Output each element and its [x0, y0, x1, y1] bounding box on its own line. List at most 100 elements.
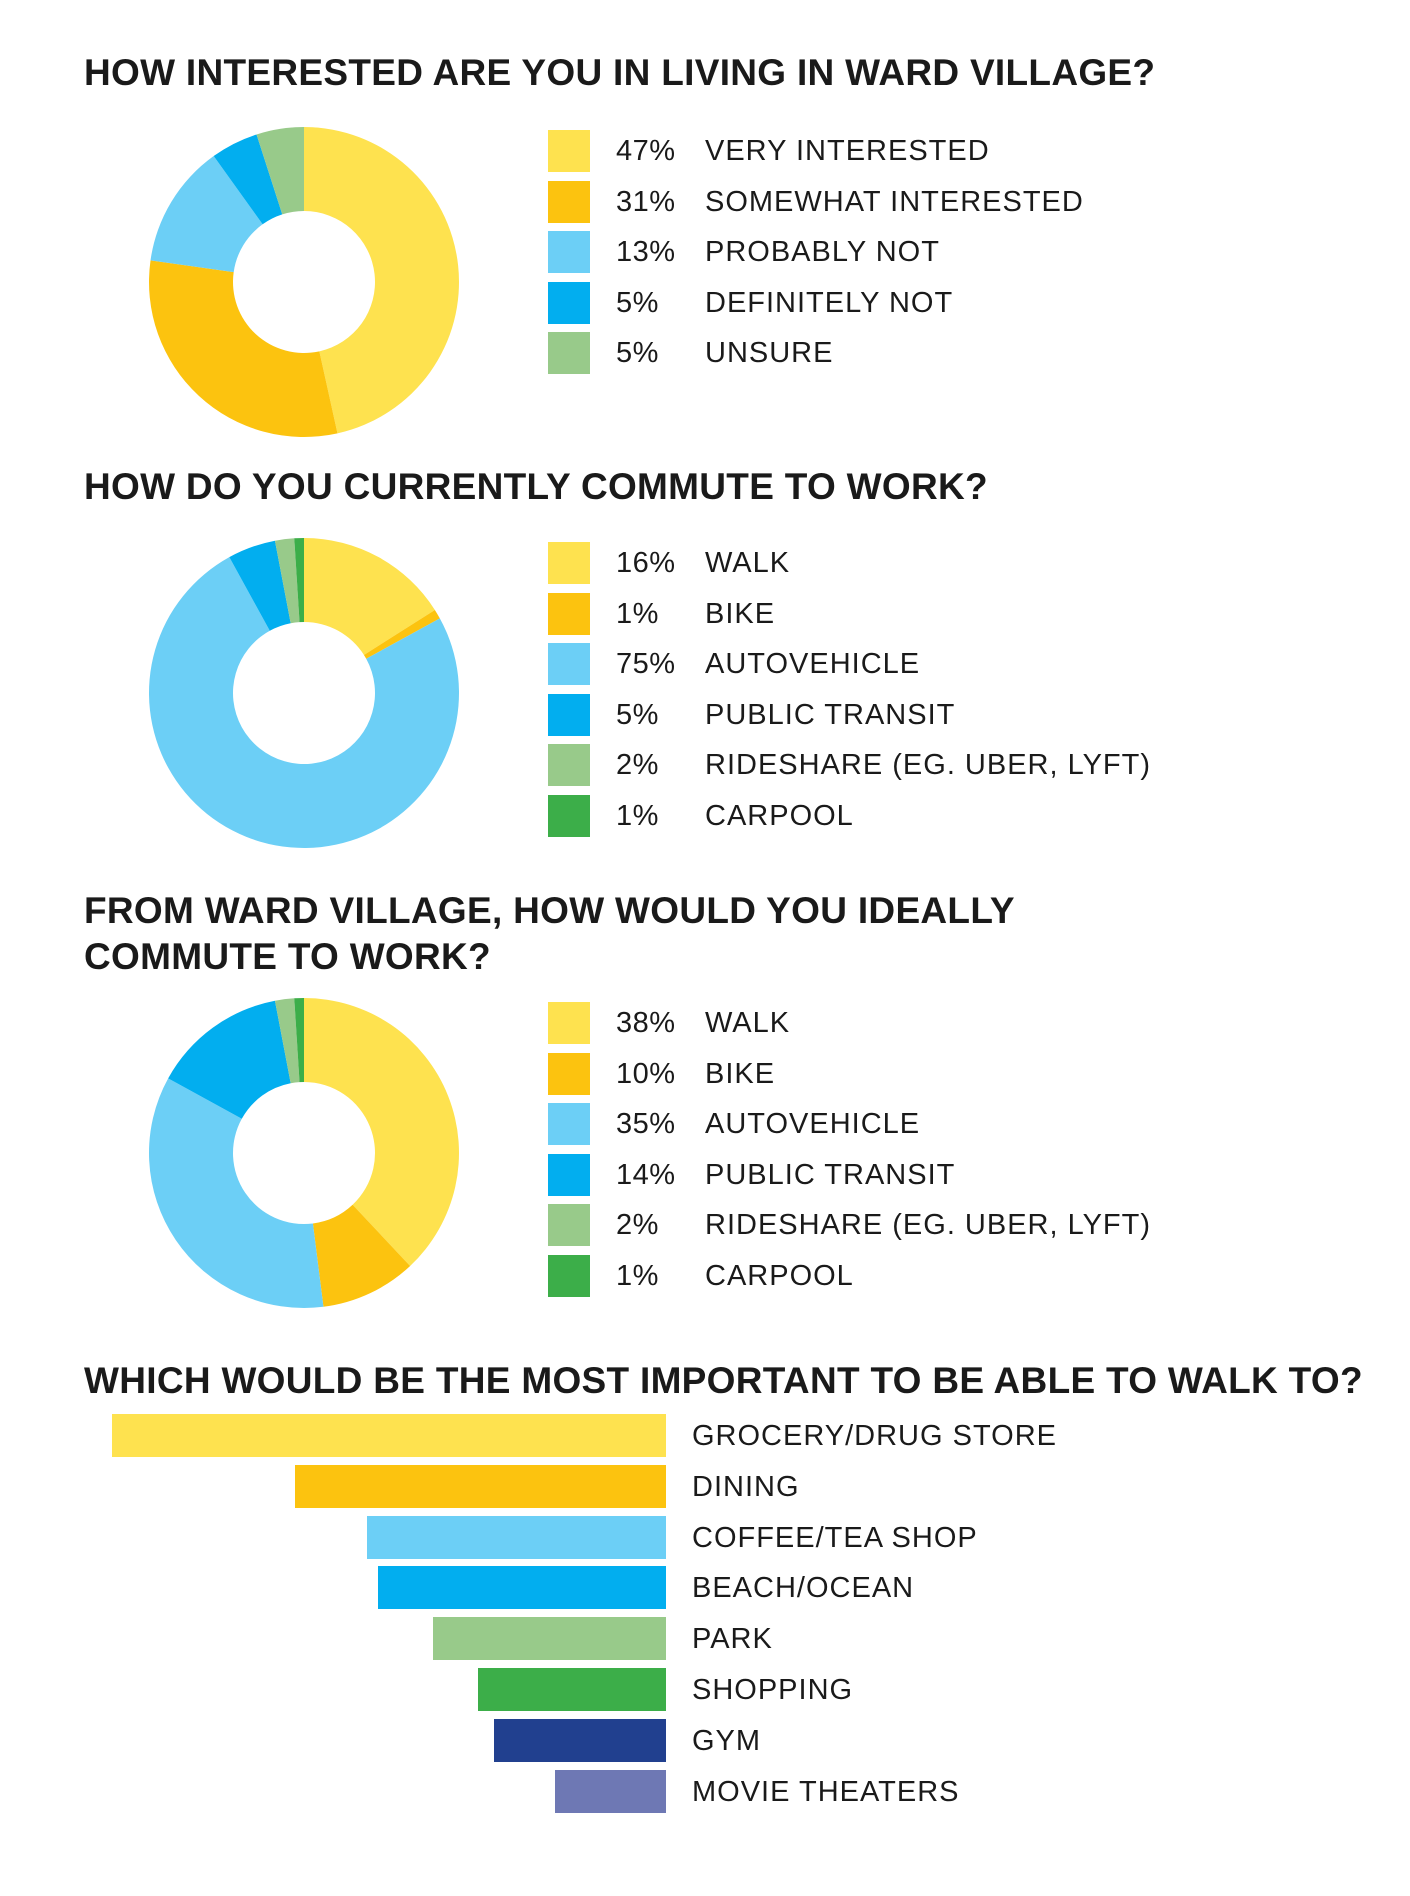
- donut-slice-somewhat-interested: [149, 260, 338, 438]
- legend-swatch: [548, 1002, 590, 1044]
- legend-label: WALK: [705, 547, 791, 579]
- legend-swatch: [548, 643, 590, 685]
- current-commute-donut-chart: [149, 538, 460, 848]
- donut-slice-rideshare-eg-uber-lyft: [274, 538, 300, 624]
- bar-row-movie-theaters: MOVIE THEATERS: [0, 1769, 1410, 1813]
- donut-slice-rideshare-eg-uber-lyft: [274, 998, 300, 1084]
- bar-row-coffee-tea-shop: COFFEE/TEA SHOP: [0, 1515, 1410, 1559]
- bar-dining: [294, 1464, 666, 1508]
- bar-row-shopping: SHOPPING: [0, 1668, 1410, 1711]
- legend-percentage: 2%: [616, 749, 659, 781]
- legend-percentage: 1%: [616, 1259, 659, 1292]
- legend-label: PROBABLY NOT: [705, 236, 940, 268]
- bar-shopping: [477, 1668, 666, 1711]
- legend-label: RIDESHARE (EG. UBER, LYFT): [705, 749, 1152, 781]
- legend-percentage: 75%: [616, 648, 676, 680]
- bar-label: DINING: [692, 1470, 800, 1503]
- donut-slice-public-transit: [229, 540, 291, 631]
- donut-slice-autovehicle: [149, 1078, 324, 1308]
- bar-grocery-drug-store: [112, 1414, 666, 1457]
- legend-label: BIKE: [705, 597, 776, 630]
- bar-label: PARK: [692, 1623, 773, 1656]
- walk-to-bar-chart: GROCERY/DRUG STORE DINING COFFEE/TEA SHOP B…: [0, 1414, 1410, 1834]
- legend-swatch: [548, 231, 590, 273]
- legend-label: CARPOOL: [705, 1259, 854, 1292]
- bar-park: [433, 1617, 666, 1661]
- donut-slice-unsure: [256, 127, 304, 215]
- bar-label: SHOPPING: [692, 1674, 854, 1706]
- legend-swatch: [548, 1052, 590, 1095]
- donut-slice-carpool: [294, 998, 304, 1083]
- ideal-commute-donut-chart: [149, 998, 459, 1308]
- legend-percentage: 10%: [616, 1057, 676, 1090]
- bar-row-dining: DINING: [0, 1464, 1410, 1508]
- legend-swatch: [548, 130, 590, 172]
- legend-percentage: 35%: [616, 1108, 676, 1140]
- bar-gym: [494, 1718, 666, 1762]
- donut-slice-very-interested: [304, 127, 459, 434]
- legend-label: PUBLIC TRANSIT: [705, 698, 956, 731]
- bar-label: BEACH/OCEAN: [692, 1572, 915, 1605]
- legend-percentage: 47%: [616, 135, 676, 167]
- legend-swatch: [548, 1153, 590, 1196]
- legend-percentage: 5%: [616, 286, 659, 319]
- bar-movie-theaters: [555, 1769, 666, 1813]
- bar-label: MOVIE THEATERS: [692, 1775, 960, 1808]
- donut-slice-probably-not: [150, 156, 263, 273]
- legend-swatch: [548, 592, 590, 635]
- legend-swatch: [548, 542, 590, 584]
- legend-swatch: [548, 332, 590, 374]
- legend-percentage: 2%: [616, 1209, 659, 1241]
- bar-label: GYM: [692, 1724, 762, 1757]
- bar-label: GROCERY/DRUG STORE: [692, 1420, 1057, 1452]
- interest-donut-chart: [149, 127, 459, 438]
- donut-slice-walk: [304, 998, 459, 1266]
- bar-label: COFFEE/TEA SHOP: [692, 1521, 978, 1554]
- legend-label: PUBLIC TRANSIT: [705, 1158, 956, 1191]
- donut-slice-definitely-not: [213, 134, 283, 225]
- legend-label: VERY INTERESTED: [705, 135, 990, 167]
- legend-label: CARPOOL: [705, 799, 854, 832]
- legend-percentage: 1%: [616, 799, 659, 832]
- legend-label: AUTOVEHICLE: [705, 1108, 921, 1140]
- bar-coffee-tea-shop: [366, 1515, 666, 1559]
- legend-label: RIDESHARE (EG. UBER, LYFT): [705, 1209, 1152, 1241]
- legend-swatch: [548, 1103, 590, 1145]
- legend-swatch: [548, 744, 590, 786]
- current-commute-chart-title: HOW DO YOU CURRENTLY COMMUTE TO WORK?: [84, 466, 988, 507]
- legend-percentage: 5%: [616, 337, 659, 369]
- legend-percentage: 1%: [616, 597, 659, 630]
- legend-label: AUTOVEHICLE: [705, 648, 921, 680]
- legend-label: SOMEWHAT INTERESTED: [705, 185, 1084, 218]
- legend-percentage: 38%: [616, 1007, 676, 1039]
- donut-slice-bike: [312, 1204, 411, 1307]
- legend-swatch: [548, 693, 590, 736]
- bar-row-park: PARK: [0, 1617, 1410, 1661]
- donut-slice-autovehicle: [149, 557, 460, 848]
- legend-label: DEFINITELY NOT: [705, 286, 954, 319]
- legend-label: BIKE: [705, 1057, 776, 1090]
- legend-label: UNSURE: [705, 337, 834, 369]
- legend-percentage: 31%: [616, 185, 676, 218]
- legend-percentage: 16%: [616, 547, 676, 579]
- legend-swatch: [548, 281, 590, 324]
- walk-to-chart-title: WHICH WOULD BE THE MOST IMPORTANT TO BE …: [84, 1360, 1363, 1401]
- legend-percentage: 14%: [616, 1158, 676, 1191]
- legend-percentage: 5%: [616, 698, 659, 731]
- donut-slice-public-transit: [168, 1000, 291, 1119]
- legend-swatch: [548, 794, 590, 837]
- bar-row-grocery-drug-store: GROCERY/DRUG STORE: [0, 1414, 1410, 1457]
- legend-label: WALK: [705, 1007, 791, 1039]
- legend-swatch: [548, 1254, 590, 1297]
- bar-row-gym: GYM: [0, 1718, 1410, 1762]
- donut-slice-carpool: [294, 538, 304, 623]
- legend-percentage: 13%: [616, 236, 676, 268]
- bar-beach-ocean: [377, 1566, 666, 1610]
- bar-row-beach-ocean: BEACH/OCEAN: [0, 1566, 1410, 1610]
- donut-slice-bike: [363, 609, 440, 659]
- legend-swatch: [548, 180, 590, 223]
- donut-slice-walk: [304, 538, 435, 655]
- interest-chart-title: HOW INTERESTED ARE YOU IN LIVING IN WARD…: [84, 52, 1156, 93]
- ideal-commute-chart-title: FROM WARD VILLAGE, HOW WOULD YOU IDEALLY…: [84, 890, 1015, 977]
- legend-swatch: [548, 1204, 590, 1246]
